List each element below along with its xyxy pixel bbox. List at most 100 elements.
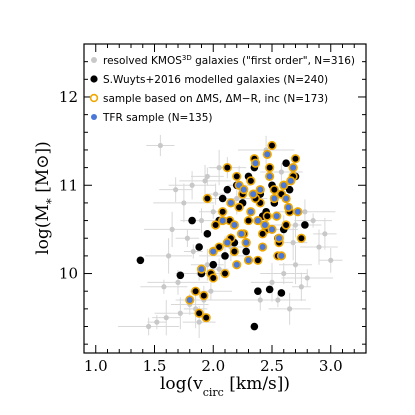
- point-wuyts: [209, 260, 218, 269]
- point-tfr: [243, 255, 254, 265]
- point-wuyts: [195, 243, 203, 251]
- point-resolved: [184, 235, 190, 241]
- point-wuyts: [188, 216, 196, 225]
- point-tfr: [274, 233, 284, 243]
- point-resolved: [146, 323, 152, 330]
- point-sample: [269, 185, 279, 195]
- point-resolved: [310, 217, 316, 224]
- point-tfr: [288, 163, 298, 173]
- point-sample: [201, 313, 211, 323]
- point-sample: [222, 163, 232, 173]
- legend-marker: [90, 75, 98, 83]
- point-resolved: [196, 319, 202, 325]
- point-wuyts: [277, 289, 286, 297]
- legend-entry: sample based on ΔMS, ΔM−R, inc (N=173): [103, 93, 328, 105]
- point-tfr: [272, 211, 282, 221]
- point-tfr: [208, 246, 218, 257]
- x-tick-label: 1.5: [143, 357, 167, 375]
- point-sample: [296, 233, 306, 243]
- point-tfr: [255, 185, 265, 195]
- point-resolved: [216, 266, 222, 272]
- point-wuyts: [203, 230, 212, 238]
- point-resolved: [304, 275, 310, 281]
- legend-entry: S.Wuyts+2016 modelled galaxies (N=240): [103, 74, 328, 86]
- point-resolved: [292, 222, 299, 228]
- point-sample: [258, 229, 268, 239]
- point-tfr: [265, 171, 275, 182]
- point-tfr: [229, 220, 239, 230]
- point-resolved: [169, 226, 175, 232]
- point-tfr: [281, 193, 291, 204]
- point-resolved: [328, 257, 334, 263]
- point-tfr: [258, 242, 268, 252]
- point-tfr: [279, 180, 289, 190]
- point-tfr: [239, 185, 249, 195]
- x-axis-title: log(vcirc [km/s]): [160, 374, 290, 399]
- x-tick-label: 2.5: [260, 357, 284, 375]
- point-wuyts: [285, 185, 294, 194]
- point-tfr: [253, 215, 263, 226]
- point-tfr: [246, 207, 256, 217]
- point-tfr: [276, 251, 287, 261]
- point-resolved: [161, 284, 167, 290]
- point-sample: [281, 220, 291, 230]
- point-tfr: [196, 264, 207, 274]
- point-resolved: [181, 200, 187, 206]
- point-wuyts: [223, 185, 232, 194]
- point-tfr: [226, 198, 236, 208]
- point-tfr: [185, 295, 195, 305]
- point-resolved: [216, 165, 222, 171]
- point-sample: [265, 163, 275, 173]
- point-tfr: [269, 193, 279, 204]
- legend-marker: [91, 114, 97, 120]
- point-wuyts: [250, 322, 259, 331]
- y-tick-label: 11: [59, 176, 78, 194]
- point-tfr: [283, 202, 294, 212]
- point-wuyts: [242, 247, 250, 256]
- x-tick-label: 1.0: [84, 357, 108, 375]
- point-resolved: [290, 240, 296, 246]
- y-tick-label: 10: [59, 265, 78, 283]
- legend-marker: [91, 57, 97, 63]
- point-resolved: [278, 169, 284, 175]
- point-resolved: [202, 178, 208, 184]
- point-resolved: [208, 288, 214, 294]
- point-resolved: [177, 310, 183, 316]
- point-sample: [290, 154, 301, 164]
- point-resolved: [234, 195, 240, 202]
- point-tfr: [248, 189, 258, 199]
- point-wuyts: [176, 271, 185, 280]
- point-resolved: [257, 297, 263, 303]
- point-resolved: [316, 244, 322, 250]
- point-tfr: [293, 207, 303, 217]
- point-sample: [262, 211, 272, 221]
- point-wuyts: [265, 285, 274, 294]
- x-tick-label: 2.0: [201, 357, 225, 375]
- axis-ticks: [84, 43, 366, 353]
- point-tfr: [286, 176, 296, 186]
- point-sample: [191, 286, 201, 296]
- point-tfr: [232, 260, 242, 270]
- point-sample: [220, 268, 230, 279]
- point-resolved: [292, 262, 299, 268]
- point-sample: [267, 140, 277, 151]
- point-resolved: [198, 217, 205, 224]
- point-resolved: [173, 187, 179, 193]
- point-tfr: [241, 238, 251, 248]
- point-resolved: [269, 279, 275, 285]
- point-wuyts: [254, 287, 262, 296]
- point-resolved: [204, 262, 210, 268]
- point-sample: [194, 308, 204, 318]
- point-resolved: [210, 209, 216, 215]
- point-sample: [229, 246, 239, 257]
- point-resolved: [157, 142, 163, 149]
- point-tfr: [236, 229, 247, 239]
- point-sample: [214, 242, 224, 252]
- point-resolved: [204, 173, 210, 180]
- point-resolved: [163, 315, 169, 321]
- point-resolved: [190, 248, 196, 255]
- data-points: [136, 140, 334, 331]
- point-sample: [234, 202, 244, 212]
- point-sample: [208, 273, 218, 283]
